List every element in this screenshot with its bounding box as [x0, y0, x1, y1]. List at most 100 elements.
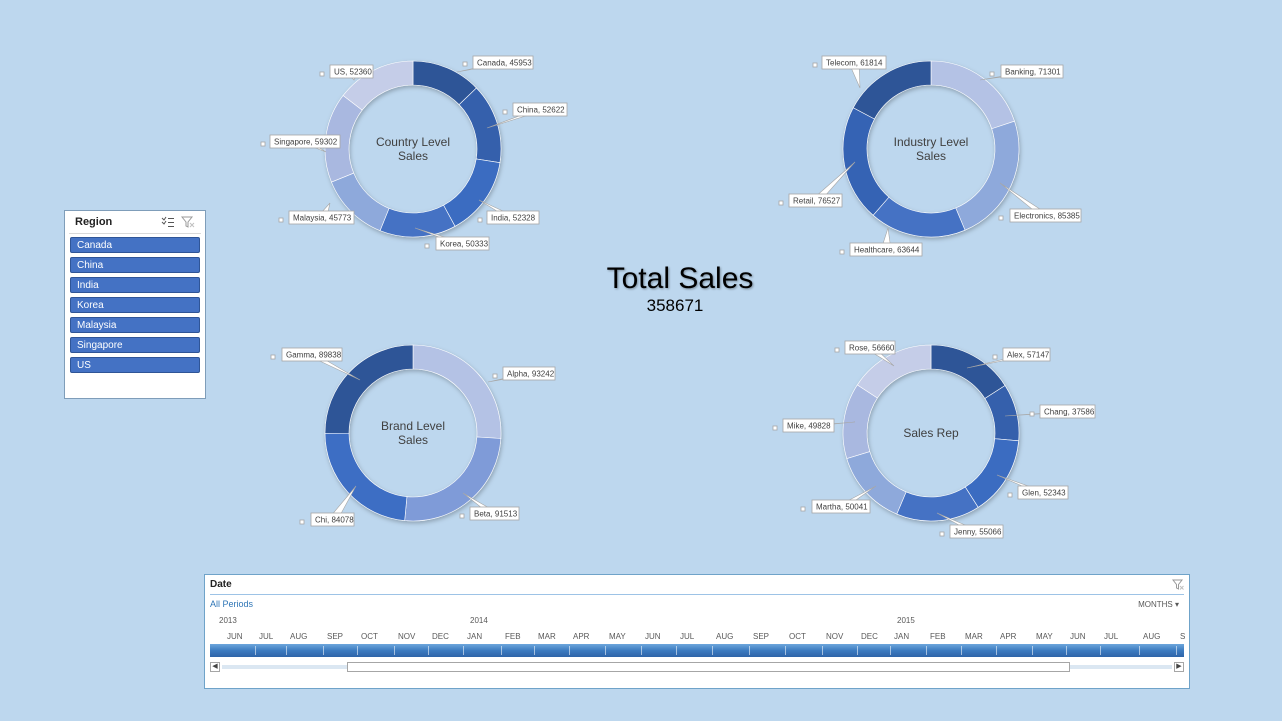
legend-marker [424, 243, 430, 249]
timeline-month-label[interactable]: AUG [290, 632, 308, 641]
timeline-year-label: 2013 [219, 616, 237, 625]
legend-marker [1007, 492, 1013, 498]
region-slicer[interactable]: Region Canada China India Korea Malaysia… [64, 210, 206, 399]
timeline-month-divider [1100, 646, 1101, 655]
donut-slice-jenny[interactable] [896, 486, 979, 522]
data-label-korea: Korea, 50333 [414, 227, 490, 251]
timeline-month-label[interactable]: JUN [227, 632, 243, 641]
slicer-item-china[interactable]: China [70, 257, 200, 273]
timeline-month-label[interactable]: JAN [467, 632, 483, 641]
timeline-month-label[interactable]: JUN [1070, 632, 1086, 641]
donut-slice-rose[interactable] [856, 344, 932, 399]
timeline-month-label[interactable]: FEB [505, 632, 521, 641]
slicer-item-india[interactable]: India [70, 277, 200, 293]
sales-rep-donut[interactable]: Sales Rep Alex, 57147 Chang, 37586 Glen, 52… [772, 340, 1096, 539]
donut-slice-us[interactable] [342, 60, 414, 111]
timeline-month-label[interactable]: AUG [1143, 632, 1161, 641]
data-label-singapore: Singapore, 59302 [260, 134, 341, 153]
timeline-month-label[interactable]: APR [1000, 632, 1017, 641]
data-label-china: China, 52622 [486, 102, 568, 129]
legend-marker [459, 513, 465, 519]
timeline-month-label[interactable]: DEC [432, 632, 449, 641]
timeline-month-label[interactable]: MAR [965, 632, 983, 641]
timeline-month-label[interactable]: MAR [538, 632, 556, 641]
clear-filter-icon[interactable] [181, 216, 195, 228]
time-level-dropdown[interactable]: MONTHS ▾ [1138, 600, 1179, 609]
timeline-month-divider [1032, 646, 1033, 655]
legend-marker [299, 519, 305, 525]
slicer-item-korea[interactable]: Korea [70, 297, 200, 313]
scroll-thumb[interactable] [347, 662, 1070, 672]
timeline-month-divider [1066, 646, 1067, 655]
timeline-month-label[interactable]: APR [573, 632, 590, 641]
multi-select-icon[interactable] [161, 216, 175, 228]
data-label-telecom: Telecom, 61814 [812, 55, 887, 89]
donut-slice-chi[interactable] [324, 432, 408, 521]
legend-marker [278, 217, 284, 223]
timeline-month-divider [428, 646, 429, 655]
timeline-month-label[interactable]: NOV [826, 632, 844, 641]
svg-text:Korea, 50333: Korea, 50333 [440, 240, 489, 249]
timeline-month-label[interactable]: JUL [259, 632, 274, 641]
timeline-period-bar[interactable] [210, 644, 1184, 657]
timeline-month-label[interactable]: AUG [716, 632, 734, 641]
donut-slice-korea[interactable] [379, 204, 456, 238]
svg-text:Jenny, 55066: Jenny, 55066 [954, 528, 1002, 537]
timeline-month-label[interactable]: SEP [753, 632, 770, 641]
donut-slice-gamma[interactable] [324, 344, 414, 434]
donut-slice-retail[interactable] [842, 107, 890, 216]
legend-marker [319, 71, 325, 77]
slicer-item-canada[interactable]: Canada [70, 237, 200, 253]
donut-title-line: Sales [398, 433, 428, 447]
scroll-right-icon[interactable]: ▶ [1174, 662, 1184, 672]
timeline-month-divider [712, 646, 713, 655]
data-label-malaysia: Malaysia, 45773 [278, 202, 355, 225]
timeline-month-label[interactable]: NOV [398, 632, 416, 641]
slicer-item-malaysia[interactable]: Malaysia [70, 317, 200, 333]
data-label-electronics: Electronics, 85385 [998, 182, 1082, 223]
timeline-scrollbar[interactable]: ◀ ▶ [210, 662, 1184, 672]
timeline-month-divider [357, 646, 358, 655]
clear-filter-icon[interactable] [1172, 579, 1184, 591]
timeline-month-divider [996, 646, 997, 655]
timeline-month-divider [286, 646, 287, 655]
date-timeline[interactable]: Date All Periods MONTHS ▾ 2013 2014 2015 J… [204, 574, 1190, 689]
svg-text:Chang, 37586: Chang, 37586 [1044, 408, 1095, 417]
donut-title-line: Industry Level [894, 135, 969, 149]
total-sales-title: Total Sales [606, 262, 754, 295]
timeline-month-label[interactable]: JUN [645, 632, 661, 641]
timeline-month-label[interactable]: JUL [1104, 632, 1119, 641]
legend-marker [462, 61, 468, 67]
timeline-month-divider [1176, 646, 1177, 655]
svg-text:Martha, 50041: Martha, 50041 [816, 503, 868, 512]
timeline-month-label[interactable]: SEP [327, 632, 344, 641]
timeline-month-label[interactable]: JUL [680, 632, 695, 641]
timeline-month-label[interactable]: MAY [609, 632, 626, 641]
data-label-jenny: Jenny, 55066 [936, 512, 1004, 539]
timeline-month-label[interactable]: OCT [361, 632, 378, 641]
timeline-month-label[interactable]: MAY [1036, 632, 1053, 641]
svg-text:Gamma, 89838: Gamma, 89838 [286, 351, 342, 360]
svg-text:Electronics, 85385: Electronics, 85385 [1014, 212, 1080, 221]
donut-slice-alex[interactable] [930, 344, 1006, 399]
data-label-retail: Retail, 76527 [778, 161, 856, 208]
timeline-month-divider [605, 646, 606, 655]
data-label-chang: Chang, 37586 [1004, 404, 1096, 419]
timeline-month-label[interactable]: JAN [894, 632, 910, 641]
chevron-down-icon: ▾ [1174, 600, 1179, 609]
timeline-month-label[interactable]: DEC [861, 632, 878, 641]
svg-text:India, 52328: India, 52328 [491, 214, 536, 223]
timeline-title: Date [210, 579, 232, 590]
timeline-month-label[interactable]: FEB [930, 632, 946, 641]
slicer-item-us[interactable]: US [70, 357, 200, 373]
slicer-item-singapore[interactable]: Singapore [70, 337, 200, 353]
donut-slice-mike[interactable] [842, 384, 878, 459]
donut-slice-telecom[interactable] [852, 60, 932, 120]
timeline-month-label[interactable]: OCT [789, 632, 806, 641]
timeline-month-label[interactable]: S [1180, 632, 1186, 641]
scroll-left-icon[interactable]: ◀ [210, 662, 220, 672]
data-label-healthcare: Healthcare, 63644 [839, 227, 923, 257]
